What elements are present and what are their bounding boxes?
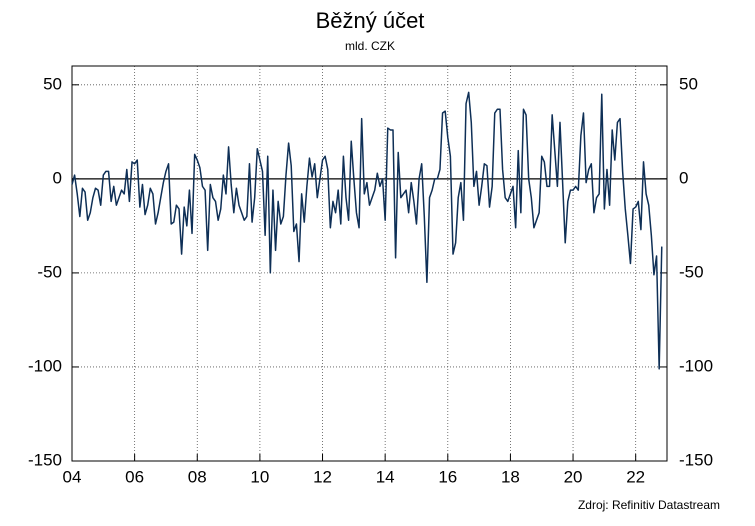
x-tick-label: 04 [63, 467, 82, 486]
y-tick-label: 50 [43, 74, 62, 93]
y-tick-label: 0 [53, 168, 62, 187]
x-tick-label: 14 [376, 467, 395, 486]
x-tick-label: 10 [250, 467, 269, 486]
plot-frame [71, 65, 668, 462]
data-line [71, 91, 663, 370]
chart-title: Běžný účet [316, 8, 425, 33]
y2-tick-label: 0 [679, 168, 688, 187]
y2-tick-label: -50 [679, 262, 704, 281]
x-tick-label: 20 [564, 467, 583, 486]
y2-tick-label: 50 [679, 74, 698, 93]
chart-subtitle: mld. CZK [345, 39, 395, 53]
x-tick-label: 22 [626, 467, 645, 486]
x-tick-label: 18 [501, 467, 520, 486]
x-tick-label: 06 [125, 467, 144, 486]
y-tick-label: -150 [28, 450, 62, 469]
source-note: Zdroj: Refinitiv Datastream [578, 498, 720, 512]
y2-tick-label: -100 [679, 356, 713, 375]
x-tick-label: 12 [313, 467, 332, 486]
y2-tick-label: -150 [679, 450, 713, 469]
x-tick-label: 16 [438, 467, 457, 486]
y-tick-label: -50 [37, 262, 62, 281]
x-tick-label: 08 [188, 467, 207, 486]
y-tick-label: -100 [28, 356, 62, 375]
